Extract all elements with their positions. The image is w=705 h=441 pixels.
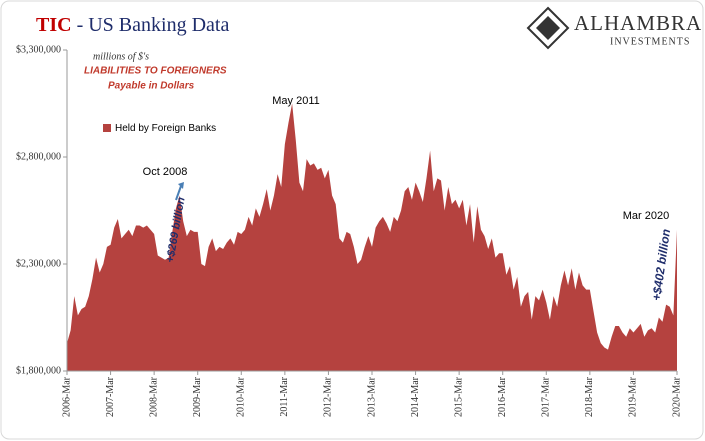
y-tick-label: $3,300,000 xyxy=(16,44,61,55)
annotation: Payable in Dollars xyxy=(108,81,195,92)
x-tick-label: 2019-Mar xyxy=(628,376,639,417)
annotation: LIABILITIES TO FOREIGNERS xyxy=(84,66,227,77)
x-tick-label: 2013-Mar xyxy=(366,376,377,417)
x-tick-label: 2008-Mar xyxy=(148,376,159,417)
annotation: Mar 2020 xyxy=(623,210,669,222)
legend-swatch xyxy=(103,124,111,132)
annotation: millions of $'s xyxy=(93,51,149,62)
x-tick-label: 2006-Mar xyxy=(61,376,72,417)
x-tick-label: 2010-Mar xyxy=(236,376,247,417)
x-tick-label: 2011-Mar xyxy=(279,376,290,416)
annotation: Oct 2008 xyxy=(143,166,188,178)
logo-mark xyxy=(526,6,570,50)
x-tick-label: 2014-Mar xyxy=(410,376,421,417)
area xyxy=(67,103,677,371)
arrow xyxy=(175,185,182,201)
title-rest: - US Banking Data xyxy=(72,14,230,36)
logo-sub: INVESTMENTS xyxy=(610,36,690,47)
x-tick-label: 2017-Mar xyxy=(541,376,552,417)
x-tick-label: 2009-Mar xyxy=(192,376,203,417)
x-tick-label: 2007-Mar xyxy=(105,376,116,417)
annotation: May 2011 xyxy=(272,95,320,107)
y-tick-label: $2,800,000 xyxy=(16,151,61,162)
arrow-head xyxy=(178,182,184,189)
x-tick-label: 2020-Mar xyxy=(671,376,682,417)
logo-inner xyxy=(536,16,560,40)
plot: Held by Foreign Banks $1,800,000 $2,300,00… xyxy=(16,44,682,417)
x-tick-label: 2012-Mar xyxy=(323,376,334,417)
y-tick-label: $2,300,000 xyxy=(16,258,61,269)
logo-text: ALHAMBRA xyxy=(574,11,702,35)
legend-label: Held by Foreign Banks xyxy=(115,123,216,134)
title-prefix: TIC xyxy=(36,14,72,36)
x-tick-label: 2018-Mar xyxy=(584,376,595,417)
chart-title: TIC - US Banking Data xyxy=(36,14,229,36)
y-tick-label: $1,800,000 xyxy=(16,365,61,376)
x-tick-label: 2015-Mar xyxy=(453,376,464,417)
x-tick-label: 2016-Mar xyxy=(497,376,508,417)
logo: ALHAMBRA INVESTMENTS xyxy=(526,6,702,50)
